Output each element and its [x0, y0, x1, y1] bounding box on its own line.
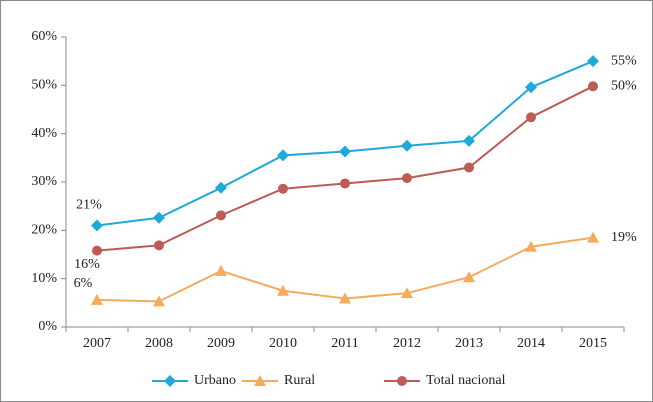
- triangle-marker: [215, 264, 227, 276]
- circle-marker: [154, 240, 164, 251]
- legend-label: Total nacional: [426, 373, 506, 388]
- x-tick-label: 2014: [517, 336, 545, 351]
- x-tick-label: 2015: [579, 336, 607, 351]
- data-label: 50%: [611, 79, 637, 94]
- y-tick-label: 40%: [31, 126, 57, 141]
- y-tick-label: 0%: [38, 319, 57, 334]
- circle-marker: [464, 162, 474, 173]
- diamond-marker: [525, 81, 537, 94]
- triangle-marker: [587, 231, 599, 243]
- y-tick-label: 50%: [31, 78, 57, 93]
- circle-marker: [92, 245, 102, 256]
- diamond-marker: [463, 134, 475, 147]
- triangle-marker: [91, 293, 103, 305]
- y-tick-label: 20%: [31, 223, 57, 238]
- triangle-marker: [463, 271, 475, 283]
- x-tick-label: 2011: [331, 336, 358, 351]
- data-label: 6%: [74, 276, 93, 291]
- data-label: 21%: [76, 198, 102, 213]
- triangle-marker: [401, 287, 413, 299]
- triangle-marker: [277, 284, 289, 296]
- x-tick-label: 2009: [207, 336, 235, 351]
- circle-marker: [588, 81, 598, 92]
- x-tick-label: 2013: [455, 336, 483, 351]
- x-tick-label: 2008: [145, 336, 173, 351]
- diamond-marker: [339, 145, 351, 158]
- y-tick-label: 30%: [31, 174, 57, 189]
- diamond-marker: [153, 211, 165, 224]
- y-tick-label: 60%: [31, 29, 57, 44]
- circle-marker: [278, 183, 288, 194]
- y-tick-label: 10%: [31, 271, 57, 286]
- legend-label: Rural: [284, 373, 315, 388]
- diamond-marker: [164, 375, 176, 387]
- legend-label: Urbano: [194, 373, 236, 388]
- circle-marker: [526, 112, 536, 123]
- diamond-marker: [91, 219, 103, 232]
- triangle-marker: [525, 240, 537, 252]
- diamond-marker: [215, 181, 227, 194]
- triangle-marker: [153, 295, 165, 307]
- triangle-marker: [339, 292, 351, 304]
- data-label: 55%: [611, 53, 637, 68]
- diamond-marker: [277, 149, 289, 162]
- diamond-marker: [587, 55, 599, 68]
- x-tick-label: 2007: [83, 336, 111, 351]
- data-label: 16%: [74, 257, 100, 272]
- circle-marker: [402, 173, 412, 184]
- diamond-marker: [401, 139, 413, 152]
- x-tick-label: 2010: [269, 336, 297, 351]
- triangle-marker: [254, 375, 266, 386]
- x-tick-label: 2012: [393, 336, 421, 351]
- data-label: 19%: [611, 230, 637, 245]
- circle-marker: [340, 178, 350, 189]
- circle-marker: [397, 376, 407, 386]
- circle-marker: [216, 210, 226, 221]
